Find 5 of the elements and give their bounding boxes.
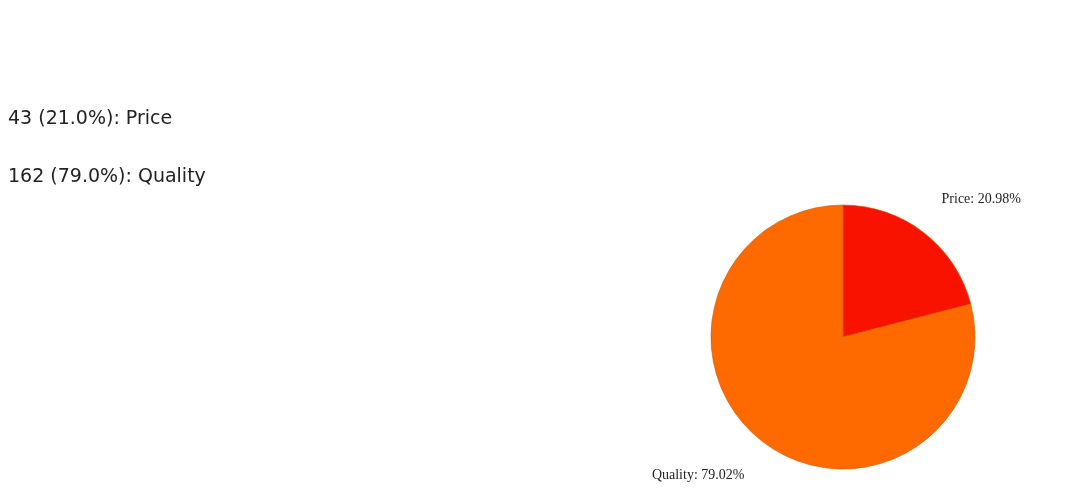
text: 43 (21.0%): Price xyxy=(8,106,173,128)
pie-slice xyxy=(710,204,976,470)
text: 162 (79.0%): Quality xyxy=(8,164,206,186)
slice-label: Quality: 79.02% xyxy=(651,466,745,482)
slice-label: Price: 20.98% xyxy=(941,191,1022,207)
